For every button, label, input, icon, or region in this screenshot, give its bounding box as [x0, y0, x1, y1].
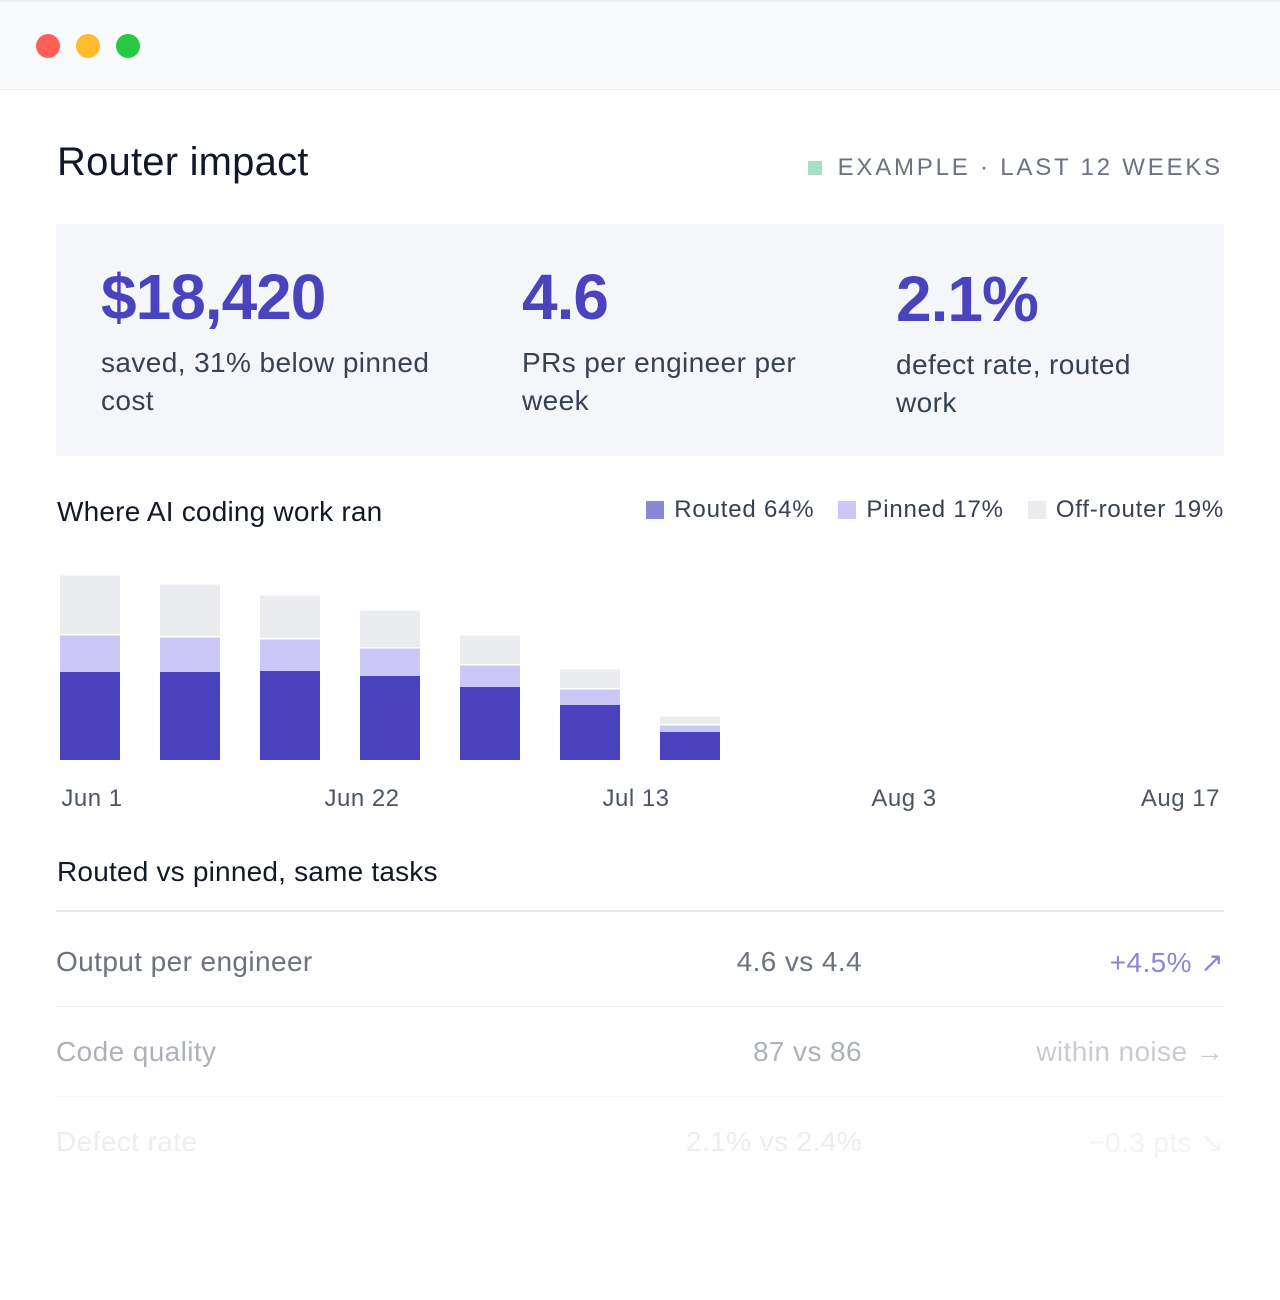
row-metric: Code quality	[56, 1036, 217, 1067]
chart-legend: Routed 64% Pinned 17% Off-router 19%	[622, 496, 1224, 524]
bar-segment-routed-1	[60, 672, 120, 760]
row-comparison: 4.6 vs 4.4	[736, 946, 862, 977]
page-title: Router impact	[57, 140, 309, 184]
bar-segment-pinned-6	[560, 689, 620, 705]
bar-segment-off-router-5	[460, 635, 520, 664]
bar-segment-routed-7	[660, 732, 720, 760]
legend-label-off-router: Off-router 19%	[1055, 496, 1224, 523]
bar-segment-off-router-1	[60, 575, 120, 634]
bar-segment-routed-4	[360, 676, 420, 760]
minimize-window-button[interactable]	[76, 34, 100, 58]
x-tick-label: Jun 1	[61, 785, 122, 812]
bar-segment-pinned-7	[660, 725, 720, 732]
stat-defect-rate: 2.1% defect rate, routed work	[896, 264, 1196, 422]
row-metric: Output per engineer	[56, 946, 313, 977]
legend-item-pinned: Pinned 17%	[838, 496, 1003, 524]
window-titlebar	[0, 0, 1280, 90]
stat-prs: 4.6 PRs per engineer per week	[522, 262, 852, 420]
row-delta: within noise →	[1036, 1036, 1224, 1067]
stat-savings-value: $18,420	[101, 261, 326, 333]
legend-item-off-router: Off-router 19%	[1027, 496, 1224, 524]
bar-segment-pinned-4	[360, 648, 420, 676]
row-delta: −0.3 pts ↘	[1088, 1127, 1224, 1158]
stat-savings: $18,420 saved, 31% below pinned cost	[101, 262, 481, 420]
x-tick-label: Aug 17	[1141, 785, 1220, 812]
example-indicator-icon	[807, 161, 822, 175]
row-comparison: 2.1% vs 2.4%	[686, 1126, 862, 1157]
bar-segment-off-router-4	[360, 610, 420, 647]
bar-segment-off-router-7	[660, 716, 720, 724]
bar-segment-pinned-5	[460, 665, 520, 687]
bar-segment-off-router-2	[160, 584, 220, 636]
example-tag-label: EXAMPLE · LAST 12 WEEKS	[837, 154, 1223, 181]
row-comparison: 87 vs 86	[752, 1036, 862, 1067]
x-tick-label: Aug 3	[871, 785, 936, 812]
bar-segment-pinned-3	[260, 639, 320, 671]
stats-panel: $18,420 saved, 31% below pinned cost 4.6…	[56, 224, 1224, 456]
legend-swatch-routed	[646, 501, 665, 519]
bar-segment-off-router-6	[560, 669, 620, 688]
legend-swatch-pinned	[838, 501, 857, 519]
legend-label-routed: Routed 64%	[674, 496, 815, 523]
bar-segment-pinned-1	[60, 635, 120, 672]
x-tick-label: Jun 22	[324, 785, 399, 812]
usage-stacked-bar-chart: Jun 1 Jun 22 Jul 13 Aug 3 Aug 17	[60, 575, 1220, 812]
stat-prs-value: 4.6	[522, 261, 609, 333]
legend-label-pinned: Pinned 17%	[866, 496, 1004, 523]
bar-segment-routed-6	[560, 705, 620, 760]
legend-swatch-off-router	[1027, 501, 1046, 519]
stat-defect-value: 2.1%	[896, 263, 1039, 335]
stat-savings-label: saved, 31% below pinned cost	[101, 347, 430, 416]
bar-segment-off-router-3	[260, 595, 320, 638]
stat-defect-label: defect rate, routed work	[896, 349, 1131, 418]
stat-prs-label: PRs per engineer per week	[522, 347, 797, 416]
bar-segment-pinned-2	[160, 637, 220, 672]
legend-item-routed: Routed 64%	[646, 496, 814, 524]
bar-segment-routed-5	[460, 687, 520, 760]
comparison-header-divider	[56, 910, 1224, 912]
comparison-row: Output per engineer 4.6 vs 4.4 +4.5% ↗	[56, 946, 1224, 990]
maximize-window-button[interactable]	[116, 34, 140, 58]
bar-segment-routed-2	[160, 672, 220, 760]
comparison-row: Defect rate 2.1% vs 2.4% −0.3 pts ↘	[56, 1126, 1224, 1170]
usage-section-title: Where AI coding work ran	[57, 496, 383, 527]
row-divider	[56, 1006, 1224, 1007]
example-period-tag: EXAMPLE · LAST 12 WEEKS	[807, 154, 1223, 182]
row-delta: +4.5% ↗	[1109, 947, 1224, 978]
row-divider	[56, 1096, 1224, 1097]
comparison-row: Code quality 87 vs 86 within noise →	[56, 1036, 1224, 1080]
row-metric: Defect rate	[56, 1126, 198, 1157]
comparison-section-title: Routed vs pinned, same tasks	[57, 856, 438, 887]
bar-segment-routed-3	[260, 671, 320, 760]
close-window-button[interactable]	[36, 34, 60, 58]
x-tick-label: Jul 13	[602, 785, 669, 812]
